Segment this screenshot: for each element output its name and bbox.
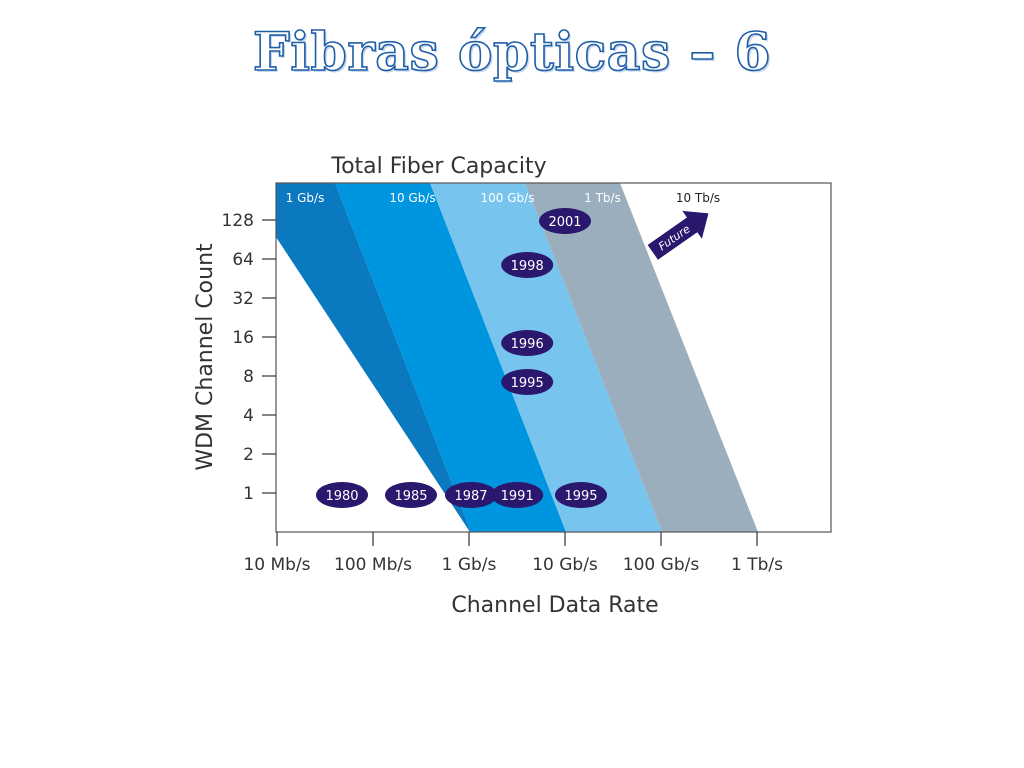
- capacity-band-label: 100 Gb/s: [481, 191, 535, 205]
- milestone-1996: 1996: [501, 330, 554, 356]
- future-arrow-icon: [647, 210, 709, 260]
- y-tick-label: 32: [232, 289, 254, 309]
- milestone-marker: [445, 482, 497, 508]
- x-tick-label: 1 Tb/s: [731, 555, 783, 575]
- milestone-label: 1980: [325, 489, 358, 504]
- milestone-label: 1995: [564, 489, 597, 504]
- milestone-marker: [491, 482, 544, 508]
- x-tick-label: 1 Gb/s: [442, 555, 497, 575]
- chart-title: Total Fiber Capacity: [330, 154, 546, 179]
- capacity-band-labels: 1 Gb/s 10 Gb/s 100 Gb/s 1 Tb/s 10 Tb/s: [286, 191, 721, 205]
- y-tick-label: 8: [243, 367, 254, 387]
- milestone-1980: 1980: [316, 482, 368, 508]
- milestone-marker: [501, 330, 554, 356]
- milestone-1998: 1998: [501, 252, 554, 278]
- milestone-markers: 1980 1985 1987 1991 1995 1995 1996 1998 2001: [316, 208, 607, 508]
- capacity-band-label: 1 Tb/s: [584, 191, 621, 205]
- y-tick-label: 1: [243, 484, 254, 504]
- y-tick-label: 16: [232, 328, 254, 348]
- y-axis-title: WDM Channel Count: [193, 243, 218, 471]
- plot-frame: [275, 182, 832, 533]
- capacity-band-0: [276, 183, 471, 532]
- capacity-band-label: 10 Gb/s: [389, 191, 435, 205]
- y-tick-label: 2: [243, 445, 254, 465]
- x-tick-label: 100 Mb/s: [334, 555, 412, 575]
- x-axis-title: Channel Data Rate: [451, 593, 658, 618]
- capacity-band-label: 10 Tb/s: [676, 191, 720, 205]
- milestone-label: 2001: [548, 215, 581, 230]
- y-axis: 1 2 4 8 16 32 64 128: [222, 211, 276, 504]
- milestone-label: 1985: [394, 489, 427, 504]
- future-arrow: Future: [647, 210, 709, 260]
- capacity-band-3: [525, 183, 758, 532]
- milestone-marker: [501, 369, 554, 395]
- milestone-marker: [555, 482, 607, 508]
- capacity-band-1: [335, 183, 566, 532]
- milestone-label: 1987: [454, 489, 487, 504]
- milestone-label: 1998: [511, 259, 544, 274]
- slide-title: Fibras ópticas – 6: [252, 21, 772, 84]
- milestone-marker: [501, 252, 554, 278]
- milestone-1985: 1985: [385, 482, 437, 508]
- y-tick-label: 128: [222, 211, 254, 231]
- milestone-1995: 1995: [555, 482, 607, 508]
- capacity-band-label: 1 Gb/s: [286, 191, 325, 205]
- milestone-label: 1991: [501, 489, 534, 504]
- x-tick-label: 100 Gb/s: [623, 555, 700, 575]
- milestone-1995: 1995: [501, 369, 554, 395]
- milestone-marker: [316, 482, 368, 508]
- milestone-1991: 1991: [491, 482, 544, 508]
- capacity-bands: [276, 183, 758, 532]
- milestone-2001: 2001: [539, 208, 591, 234]
- x-tick-label: 10 Gb/s: [532, 555, 598, 575]
- x-tick-label: 10 Mb/s: [243, 555, 310, 575]
- x-axis: 10 Mb/s 100 Mb/s 1 Gb/s 10 Gb/s 100 Gb/s 1 Tb…: [243, 532, 783, 575]
- capacity-band-2: [430, 183, 662, 532]
- y-tick-label: 4: [243, 406, 254, 426]
- milestone-marker: [539, 208, 591, 234]
- y-tick-label: 64: [232, 250, 254, 270]
- milestone-label: 1995: [511, 376, 544, 391]
- milestone-marker: [385, 482, 437, 508]
- milestone-label: 1996: [511, 337, 544, 352]
- milestone-1987: 1987: [445, 482, 497, 508]
